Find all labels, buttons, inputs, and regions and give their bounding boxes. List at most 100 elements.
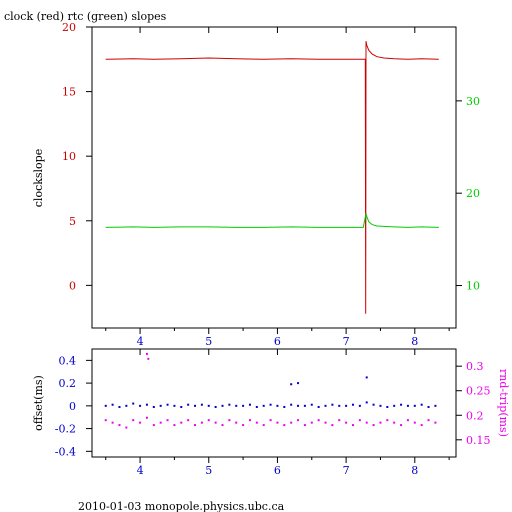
series-point-offset (345, 404, 348, 407)
series-line-rtc (105, 213, 439, 228)
series-point-offset (290, 403, 293, 406)
series-point-rnd-trip (386, 419, 389, 422)
series-point-offset (145, 403, 148, 406)
top-y-tick-label: 20 (62, 21, 76, 34)
series-point-offset (365, 401, 368, 404)
series-point-offset (221, 404, 224, 407)
series-point-rnd-trip (221, 424, 224, 427)
series-point-rnd-trip (338, 419, 341, 422)
series-point-rnd-trip (269, 419, 272, 422)
top-x-tick-label: 7 (343, 335, 350, 348)
series-point-offset (118, 405, 121, 408)
series-point-offset (166, 403, 169, 406)
chart-title: clock (red) rtc (green) slopes (4, 10, 167, 23)
series-point-offset (152, 405, 155, 408)
series-point-rnd-trip (297, 419, 300, 422)
series-point-rnd-trip (331, 424, 334, 427)
series-point-rnd-trip (276, 421, 279, 424)
series-point-rnd-trip (187, 419, 190, 422)
bottom-y-tick-label: 0.4 (59, 354, 77, 367)
series-point-offset (214, 405, 217, 408)
series-point-rnd-trip (290, 421, 293, 424)
series-point-rnd-trip (372, 424, 375, 427)
bottom-y-tick-label: 0.2 (59, 377, 77, 390)
top-x-tick-label: 8 (411, 335, 418, 348)
series-point-offset (331, 403, 334, 406)
series-point-rnd-trip (379, 421, 382, 424)
top-x-tick-label: 6 (274, 335, 281, 348)
bottom-x-tick-label: 8 (411, 464, 418, 477)
series-point-rnd-trip (173, 424, 176, 427)
series-point-rnd-trip (242, 424, 245, 427)
series-point-offset (310, 403, 313, 406)
bottom-y-tick-label: -0.4 (55, 445, 76, 458)
series-point-offset (255, 405, 258, 408)
series-point-offset (317, 405, 320, 408)
series-point-offset (297, 404, 300, 407)
bottom-x-tick-label: 4 (137, 464, 144, 477)
series-point-offset (358, 404, 361, 407)
series-point-rnd-trip (207, 419, 210, 422)
series-point-offset (194, 404, 197, 407)
series-point-offset (200, 403, 203, 406)
series-point-offset (139, 404, 142, 407)
bottom-plot-frame (91, 348, 457, 458)
series-point-rnd-trip (200, 421, 203, 424)
series-point-rnd-trip (303, 424, 306, 427)
top-x-tick-label: 5 (205, 335, 212, 348)
series-point-rnd-trip (434, 421, 437, 424)
series-point-rnd-trip (365, 421, 368, 424)
series-line-clock (105, 41, 439, 314)
bottom-x-tick-label: 5 (205, 464, 212, 477)
bottom-y-tick-label: 0 (69, 400, 76, 413)
series-point-rnd-trip (420, 424, 423, 427)
series-point-rnd-trip (111, 421, 114, 424)
bottom-y-axis-label: offset(ms) (32, 375, 45, 431)
series-point-rnd-trip (317, 419, 320, 422)
series-point-rnd-trip (166, 419, 169, 422)
series-point-rnd-trip (345, 421, 348, 424)
bottom-y2-axis-label: rnd-trip(ms) (497, 369, 510, 437)
series-point-offset (372, 403, 375, 406)
series-point-rnd-trip (147, 357, 150, 360)
series-point-offset (125, 404, 128, 407)
bottom-panel: 4 5 6 7 8 -0.4 -0.2 0 0.2 0.4 0.15 0.2 0.25 0.3 offse… (32, 348, 510, 477)
series-point-rnd-trip (393, 421, 396, 424)
top-y-tick-label: 0 (69, 279, 76, 292)
bottom-x-tick-label: 7 (343, 464, 350, 477)
series-point-offset (351, 403, 354, 406)
series-point-offset (297, 382, 300, 385)
series-point-offset (413, 404, 416, 407)
series-point-offset (324, 404, 327, 407)
series-point-offset (393, 404, 396, 407)
top-y-tick-label: 10 (62, 150, 76, 163)
series-point-offset (187, 403, 190, 406)
series-point-rnd-trip (180, 421, 183, 424)
series-point-offset (290, 383, 293, 386)
series-point-offset (180, 405, 183, 408)
series-point-rnd-trip (214, 421, 217, 424)
series-point-rnd-trip (125, 426, 128, 429)
series-point-rnd-trip (104, 419, 107, 422)
series-point-offset (365, 376, 368, 379)
series-point-rnd-trip (413, 421, 416, 424)
series-point-offset (420, 403, 423, 406)
top-y2-tick-label: 30 (466, 95, 480, 108)
top-series-lines (105, 41, 439, 314)
series-point-offset (104, 404, 107, 407)
bottom-y2-tick-label: 0.15 (466, 434, 491, 447)
series-point-offset (228, 403, 231, 406)
series-point-rnd-trip (118, 424, 121, 427)
series-point-rnd-trip (406, 419, 409, 422)
series-point-offset (242, 404, 245, 407)
series-point-rnd-trip (310, 421, 313, 424)
series-point-rnd-trip (145, 352, 148, 355)
top-y-axis-label: clockslope (32, 149, 45, 207)
bottom-x-tick-label: 6 (274, 464, 281, 477)
series-point-rnd-trip (283, 424, 286, 427)
series-point-offset (248, 403, 251, 406)
series-point-offset (434, 404, 437, 407)
bottom-axis-ticks: 4 5 6 7 8 -0.4 -0.2 0 0.2 0.4 0.15 0.2 0.25 0.3 (55, 349, 491, 477)
series-point-offset (400, 403, 403, 406)
